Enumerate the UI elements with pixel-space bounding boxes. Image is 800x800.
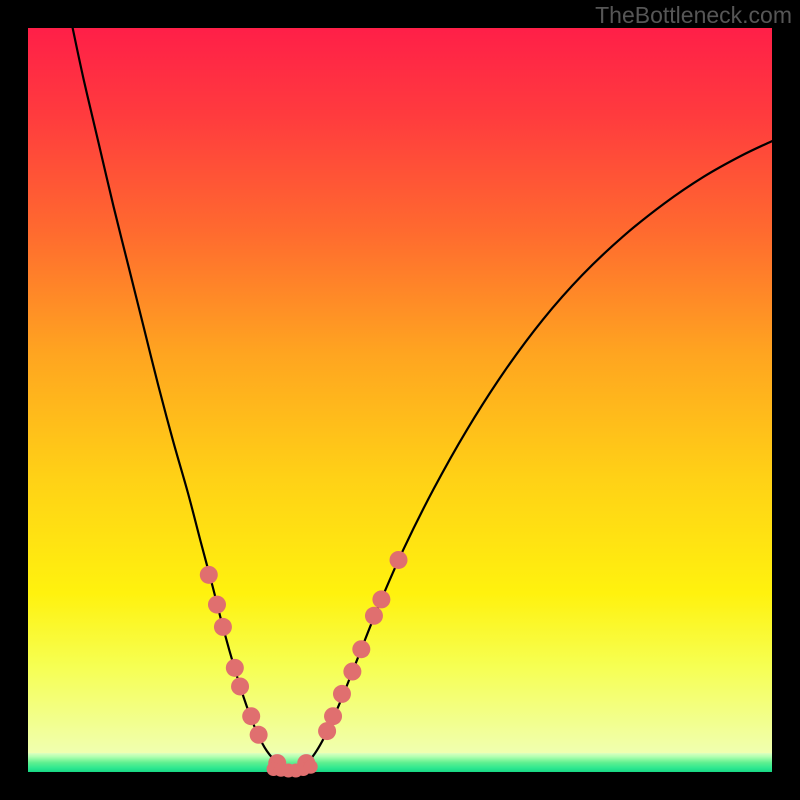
- data-marker: [324, 707, 342, 725]
- bottleneck-curve: [28, 28, 772, 772]
- data-marker: [208, 596, 226, 614]
- data-marker: [242, 707, 260, 725]
- watermark-text: TheBottleneck.com: [595, 2, 792, 29]
- data-marker: [304, 760, 318, 774]
- data-marker: [250, 726, 268, 744]
- data-marker: [226, 659, 244, 677]
- curve-segment: [73, 28, 290, 770]
- data-marker: [214, 618, 232, 636]
- data-marker: [231, 677, 249, 695]
- data-marker: [390, 551, 408, 569]
- curve-segment: [290, 141, 772, 770]
- data-marker: [365, 607, 383, 625]
- data-marker: [372, 590, 390, 608]
- data-marker: [333, 685, 351, 703]
- plot-area: [28, 28, 772, 772]
- data-marker: [343, 663, 361, 681]
- chart-frame: TheBottleneck.com: [0, 0, 800, 800]
- data-marker: [200, 566, 218, 584]
- data-marker: [352, 640, 370, 658]
